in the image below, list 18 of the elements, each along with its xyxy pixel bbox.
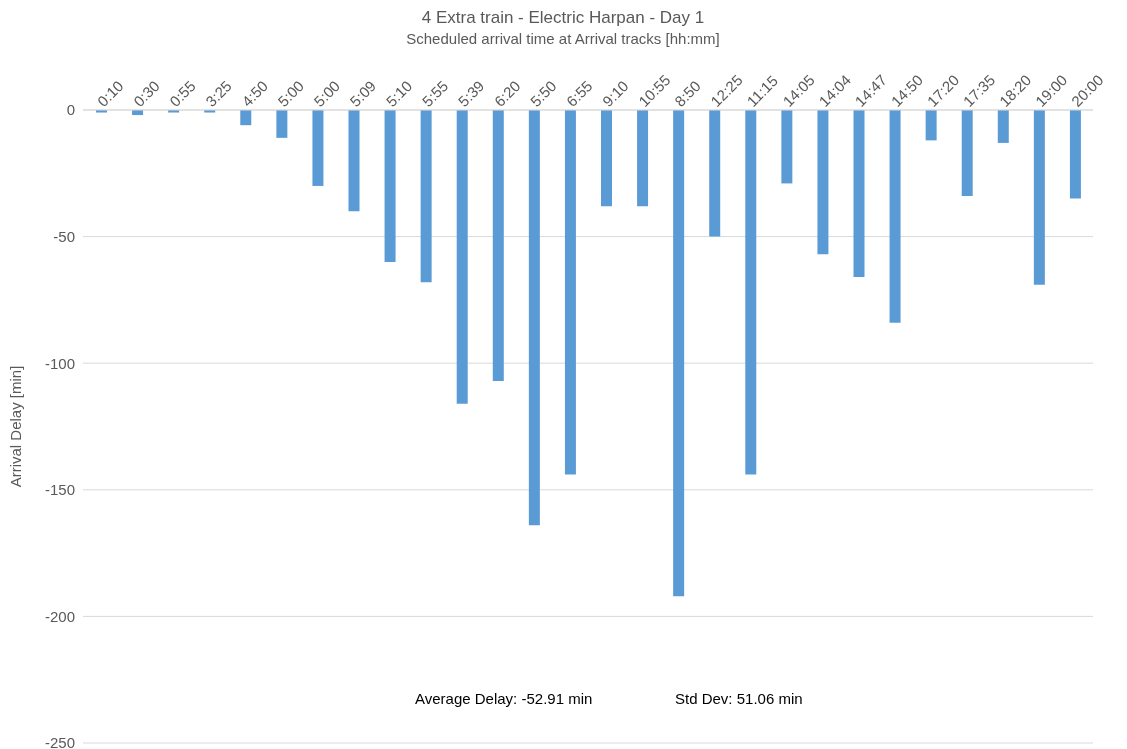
y-tick-label: -200 xyxy=(44,607,75,625)
x-tick-label: 9:10 xyxy=(598,77,632,110)
x-tick-label: 6:55 xyxy=(562,77,596,110)
x-tick-label: 0:30 xyxy=(130,77,163,110)
annotation: Std Dev: 51.06 min xyxy=(675,690,803,707)
x-tick-label: 4:50 xyxy=(238,77,271,110)
x-tick-label: 0:10 xyxy=(93,77,127,110)
chart-title: 4 Extra train - Electric Harpan - Day 1 xyxy=(420,8,706,28)
y-tick-label: -250 xyxy=(44,734,75,749)
x-tick-label: 0:55 xyxy=(166,77,199,110)
x-tick-label: 6:20 xyxy=(490,77,524,110)
y-tick-label: -50 xyxy=(53,227,75,245)
y-tick-label: -100 xyxy=(44,354,75,372)
annotation: Average Delay: -52.91 min xyxy=(415,690,593,707)
x-axis-title: Scheduled arrival time at Arrival tracks [hh:mm] xyxy=(405,30,721,47)
y-tick-label: -150 xyxy=(44,481,75,499)
y-tick-label: 0 xyxy=(66,101,75,119)
y-axis-title: Arrival Delay [min] xyxy=(7,365,25,488)
